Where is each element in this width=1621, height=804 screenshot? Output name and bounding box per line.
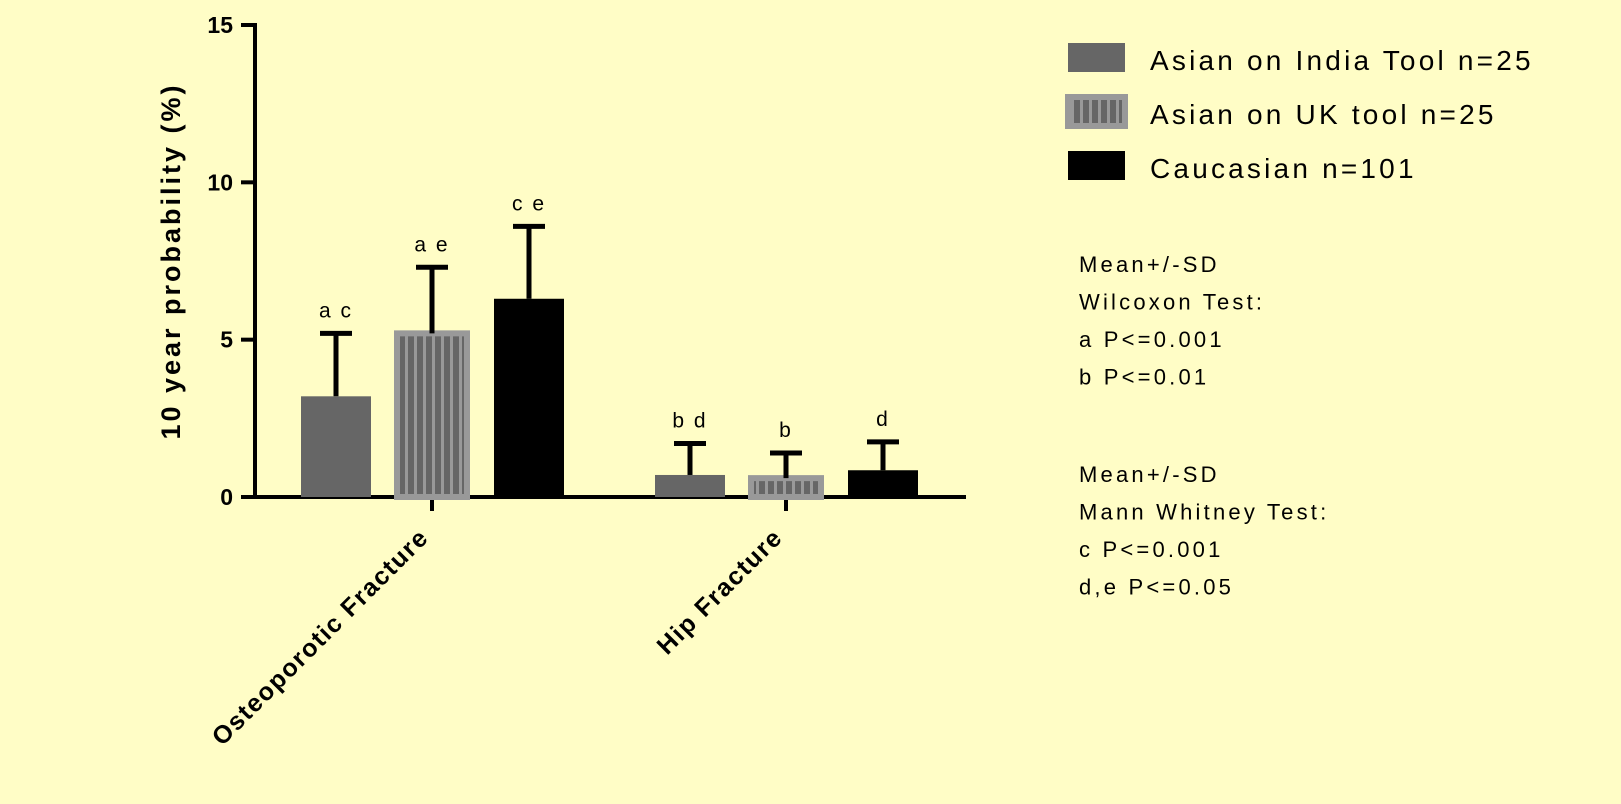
legend-item: Asian on UK tool n=25: [1065, 94, 1497, 130]
mann-whitney-note: Mean+/-SD Mann Whitney Test: c P<=0.001 d,e…: [1079, 462, 1329, 600]
note-line: d,e P<=0.05: [1079, 575, 1234, 600]
bar: [301, 396, 371, 497]
legend-swatch: [1068, 43, 1125, 72]
y-axis-title: 10 year probability (%): [156, 82, 186, 439]
legend-label: Caucasian n=101: [1150, 153, 1417, 184]
significance-label: b d: [672, 410, 707, 433]
legend-swatch: [1065, 94, 1128, 129]
x-category-label: Hip Fracture: [652, 523, 789, 660]
note-line: c P<=0.001: [1079, 537, 1224, 562]
significance-label: d: [876, 408, 890, 431]
bar: [848, 470, 918, 497]
bar: [394, 330, 470, 500]
note-line: Mean+/-SD: [1079, 252, 1220, 277]
significance-label: a e: [414, 233, 449, 256]
legend-item: Asian on India Tool n=25: [1068, 43, 1534, 76]
note-line: Mean+/-SD: [1079, 462, 1220, 487]
legend-label: Asian on India Tool n=25: [1150, 45, 1534, 76]
significance-label: b: [779, 419, 793, 442]
note-line: Mann Whitney Test:: [1079, 500, 1329, 525]
bar: [748, 475, 824, 500]
y-tick-label: 0: [220, 484, 233, 510]
significance-label: c e: [512, 192, 546, 215]
wilcoxon-note: Mean+/-SD Wilcoxon Test: a P<=0.001 b P<=0.…: [1079, 252, 1265, 390]
legend-item: Caucasian n=101: [1068, 151, 1417, 184]
x-category-label: Osteoporotic Fracture: [207, 523, 435, 751]
y-tick-label: 5: [220, 327, 233, 353]
note-line: Wilcoxon Test:: [1079, 290, 1265, 315]
significance-label: a c: [319, 299, 353, 322]
y-tick-label: 10: [207, 169, 233, 195]
legend-label: Asian on UK tool n=25: [1150, 99, 1497, 130]
bar: [655, 474, 725, 497]
bar: [494, 298, 564, 497]
note-line: b P<=0.01: [1079, 365, 1209, 390]
y-tick-label: 15: [207, 12, 233, 38]
note-line: a P<=0.001: [1079, 327, 1225, 352]
legend-swatch: [1068, 151, 1125, 180]
